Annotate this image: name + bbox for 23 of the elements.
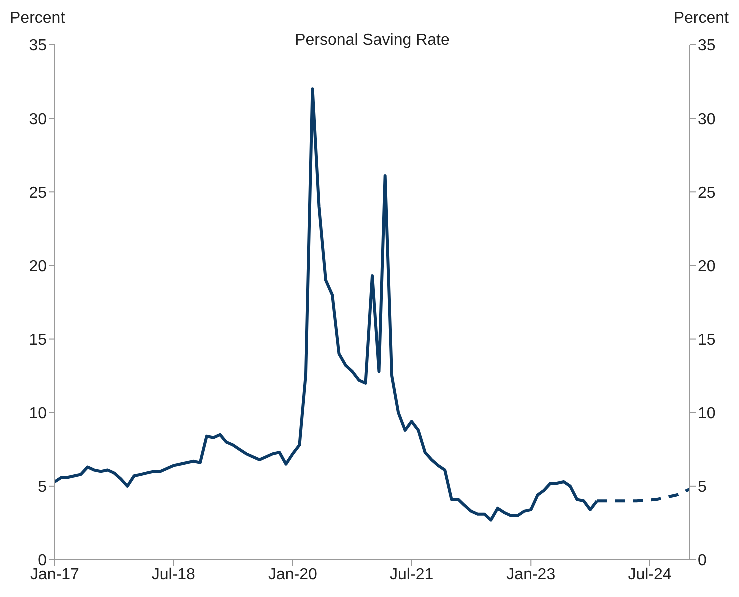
y2-tick-label: 25 (698, 184, 716, 202)
y-tick-label: 20 (29, 258, 48, 276)
y2-tick-label: 30 (698, 111, 716, 128)
y2-tick-label: 15 (698, 332, 716, 349)
x-tick-label: Jul-21 (390, 566, 434, 584)
x-tick-label: Jan-20 (268, 566, 318, 584)
y2-tick-label: 5 (698, 479, 707, 496)
y2-tick-label: 35 (698, 38, 716, 55)
chart-title: Personal Saving Rate (294, 32, 451, 50)
y-tick-label: 30 (29, 111, 48, 128)
y-tick-label: 25 (29, 184, 48, 202)
y2-tick-label: 10 (698, 406, 716, 423)
x-tick-label: Jan-23 (506, 566, 556, 584)
x-tick-label: Jul-18 (152, 566, 196, 584)
y-tick-label: 15 (29, 332, 48, 349)
y2-tick-label: 0 (698, 552, 707, 570)
x-tick-label: Jul-24 (628, 566, 672, 584)
y2-tick-label: 20 (698, 258, 716, 276)
y-tick-label: 5 (38, 479, 48, 496)
y-axis-title: Percent (10, 10, 66, 28)
y-tick-label: 35 (29, 38, 48, 55)
y-tick-label: 10 (29, 406, 48, 423)
y2-axis-title: Percent (674, 10, 729, 28)
